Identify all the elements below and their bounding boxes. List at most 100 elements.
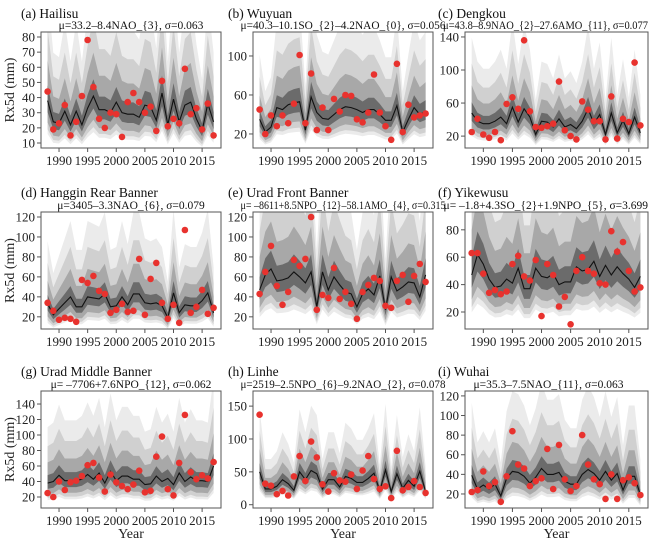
x-tick-label: 1995: [75, 334, 101, 349]
observed-point: [602, 136, 609, 143]
fit-equation: μ= –1.8+4.3SO_{2}+1.9NPO_{5}, σ=3.699: [444, 200, 649, 212]
panel-title: (h) Linhe: [228, 364, 279, 379]
observed-point: [107, 309, 114, 317]
x-tick-label: 2015: [401, 334, 427, 349]
x-tick-label: 2010: [587, 513, 613, 528]
x-tick-label: 2010: [372, 334, 398, 349]
observed-point: [491, 286, 499, 294]
observed-point: [376, 277, 384, 285]
panel-title: (g) Urad Middle Banner: [21, 364, 152, 379]
observed-point: [573, 482, 580, 490]
plot-frame: [40, 31, 222, 149]
observed-point: [210, 458, 217, 466]
x-tick-label: 2010: [160, 334, 186, 349]
observed-point: [95, 115, 103, 123]
median-line: [471, 253, 641, 290]
observed-point: [514, 105, 522, 113]
observed-point: [342, 478, 349, 486]
x-axis-label: Year: [544, 527, 570, 542]
x-tick-label: 2010: [587, 334, 613, 349]
observed-point: [296, 452, 303, 460]
observed-point: [210, 304, 217, 312]
y-tick-label: 100: [16, 428, 36, 443]
observed-point: [67, 479, 74, 486]
x-tick-label: 2005: [132, 153, 158, 168]
plot-frame: [464, 211, 649, 330]
observed-point: [370, 475, 378, 483]
observed-point: [625, 267, 633, 275]
observed-point: [613, 135, 621, 142]
observed-point: [532, 256, 539, 264]
fit-equation: μ=35.3–7.5NAO_{11}, σ=0.063: [474, 379, 624, 391]
observed-point: [273, 490, 281, 498]
y-tick-label: 60: [22, 269, 35, 284]
observed-point: [290, 100, 298, 107]
observed-point: [296, 51, 303, 59]
observed-point: [485, 289, 493, 297]
observed-point: [118, 482, 126, 490]
observed-point: [95, 287, 103, 295]
x-tick-label: 1990: [470, 513, 496, 528]
observed-point: [538, 124, 545, 132]
observed-point: [262, 268, 269, 276]
y-tick-label: 80: [22, 29, 35, 44]
y-tick-label: 20: [446, 486, 459, 501]
y-tick-label: 20: [22, 489, 35, 504]
observed-point: [410, 272, 418, 280]
observed-point: [204, 475, 212, 482]
observed-point: [387, 136, 395, 144]
observed-point: [44, 88, 51, 95]
observed-point: [67, 315, 74, 323]
observed-point: [590, 117, 598, 125]
observed-point: [273, 122, 281, 130]
observed-point: [514, 461, 522, 468]
y-tick-label: 100: [228, 431, 248, 446]
observed-point: [130, 307, 137, 315]
observed-point: [596, 117, 603, 125]
observed-point: [365, 109, 372, 116]
observed-point: [302, 255, 309, 263]
observed-point: [101, 124, 109, 132]
observed-point: [567, 487, 574, 495]
y-tick-label: 60: [234, 87, 247, 102]
x-tick-label: 2005: [558, 334, 584, 349]
y-tick-label: 40: [234, 289, 247, 304]
x-tick-label: 2015: [189, 153, 215, 168]
y-tick-label: 80: [22, 249, 35, 264]
observed-point: [347, 300, 355, 308]
x-tick-label: 2010: [372, 513, 398, 528]
observed-point: [468, 249, 476, 257]
observed-point: [307, 70, 315, 77]
observed-point: [393, 277, 401, 285]
y-tick-label: 20: [22, 309, 35, 324]
observed-point: [313, 306, 321, 314]
observed-point: [602, 495, 609, 503]
observed-point: [187, 309, 194, 317]
observed-point: [107, 109, 114, 116]
observed-point: [256, 411, 263, 419]
observed-point: [514, 252, 522, 260]
observed-point: [101, 290, 109, 298]
observed-point: [602, 281, 609, 288]
plot-frame: [252, 31, 434, 149]
observed-point: [416, 112, 424, 119]
observed-point: [410, 477, 418, 485]
x-tick-label: 2010: [160, 513, 186, 528]
observed-point: [307, 213, 315, 221]
observed-point: [376, 485, 384, 493]
observed-point: [55, 316, 63, 324]
observed-point: [509, 94, 516, 101]
y-tick-label: 20: [22, 120, 35, 135]
observed-point: [153, 127, 160, 135]
x-tick-label: 2000: [529, 334, 555, 349]
observed-point: [590, 476, 598, 483]
observed-point: [296, 262, 303, 270]
observed-point: [175, 459, 183, 467]
observed-point: [210, 132, 217, 139]
observed-point: [578, 98, 586, 105]
x-axis-label: Year: [118, 527, 144, 542]
plot-frame: [252, 390, 434, 509]
y-tick-label: 60: [22, 459, 35, 474]
observed-point: [193, 104, 200, 112]
observed-point: [578, 431, 586, 439]
